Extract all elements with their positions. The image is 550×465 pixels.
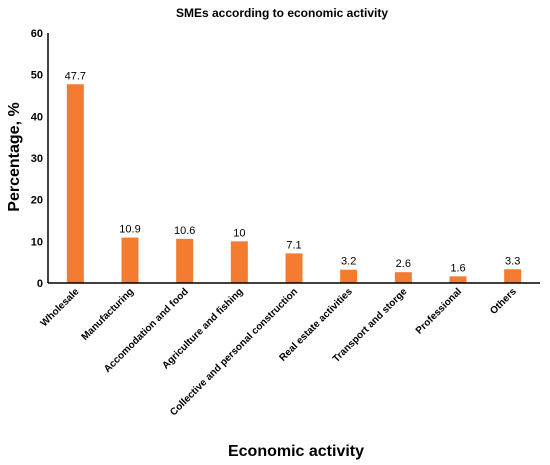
data-label: 1.6	[450, 262, 465, 274]
data-label: 7.1	[286, 239, 301, 251]
data-label: 10.9	[119, 224, 140, 236]
data-label: 3.2	[341, 256, 356, 268]
bar	[230, 241, 248, 283]
y-tick-label: 60	[31, 28, 43, 40]
y-axis-title: Percentage, %	[6, 102, 23, 211]
bar	[394, 272, 412, 283]
bar	[449, 276, 467, 283]
y-tick-label: 50	[31, 70, 43, 82]
x-category-label: Others	[488, 286, 519, 317]
bar	[66, 84, 84, 283]
chart-title: SMEs according to economic activity	[176, 6, 388, 20]
x-axis-title: Economic activity	[228, 443, 364, 460]
x-category-label: Manufacturing	[80, 286, 136, 342]
bars	[66, 84, 522, 283]
data-label: 3.3	[505, 255, 520, 267]
y-tick-label: 10	[31, 236, 43, 248]
bar	[176, 238, 194, 283]
data-label: 2.6	[396, 258, 411, 270]
y-tick-label: 30	[31, 153, 43, 165]
data-labels: 47.7 10.9 10.6 10 7.1 3.2 2.6 1.6 3.3	[65, 70, 521, 274]
bar	[340, 269, 358, 283]
data-label: 47.7	[65, 70, 86, 82]
bar	[285, 253, 303, 283]
bar	[121, 237, 139, 283]
x-category-label: Wholesale	[39, 286, 82, 329]
data-label: 10.6	[174, 225, 195, 237]
y-tick-label: 20	[31, 195, 43, 207]
data-label: 10	[233, 227, 245, 239]
y-tick-label: 40	[31, 111, 43, 123]
bar	[504, 269, 522, 283]
x-category-label: Professional	[414, 286, 464, 336]
y-tick-label: 0	[37, 278, 43, 290]
y-axis-ticks: 0 10 20 30 40 50 60	[31, 28, 43, 290]
